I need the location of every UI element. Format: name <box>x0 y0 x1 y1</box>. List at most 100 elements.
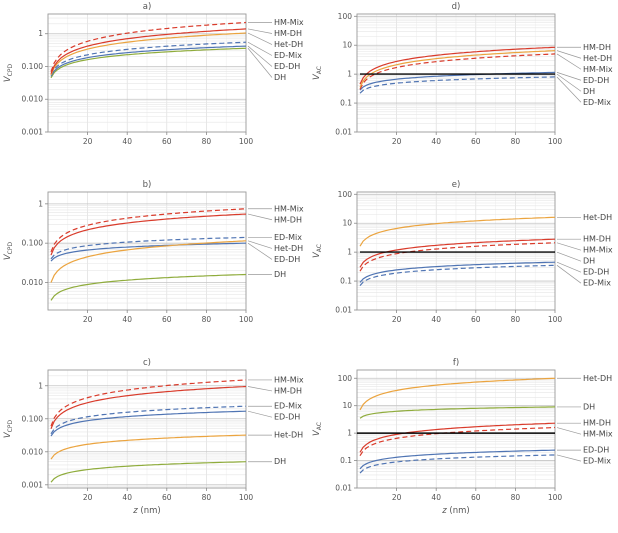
legend-leader <box>556 427 582 435</box>
legend: Het-DH DH HM-DH HM-Mix ED-DH ED-Mix <box>556 374 613 466</box>
curves <box>50 208 247 301</box>
legend-label-dh: DH <box>274 73 286 82</box>
curve-hm-dh <box>50 28 247 74</box>
legend-label-dh: DH <box>583 257 595 266</box>
legend-leader <box>247 213 273 221</box>
curve-hm-dh <box>359 238 556 268</box>
x-tick-label: 40 <box>431 137 441 146</box>
y-tick-label: 0.1 <box>340 456 352 465</box>
axes: 20 40 60 80 100 0.001 0.010 0.100 1 <box>22 29 254 146</box>
x-tick-label: 40 <box>431 493 441 502</box>
y-tick-label: 0.100 <box>22 62 44 71</box>
y-tick-label: 0.010 <box>22 278 44 287</box>
curve-ed-mix <box>359 264 556 286</box>
legend-label-ed-dh: ED-DH <box>583 446 609 455</box>
axes: 20 40 60 80 100 0.01 0.1 1 10 100 <box>335 12 562 146</box>
curves <box>359 46 556 94</box>
legend-label-dh: DH <box>583 87 595 96</box>
legend-label-hm-mix: HM-Mix <box>274 375 304 384</box>
y-tick-label: 0.1 <box>340 99 352 108</box>
plot-frame <box>47 191 247 311</box>
legend-label-ed-dh: ED-DH <box>583 76 609 85</box>
legend-label-hm-mix: HM-Mix <box>583 430 613 439</box>
curve-hm-dh <box>359 422 556 453</box>
y-axis-label: VAC <box>312 422 323 436</box>
panel-c: 20 40 60 80 100 0.001 0.010 0.100 1 c) VCPD z (nm) H… <box>3 358 304 516</box>
legend-label-ed-dh: ED-DH <box>274 413 300 422</box>
y-tick-label: 1 <box>38 199 43 208</box>
legend-label-ed-dh: ED-DH <box>274 62 300 71</box>
curve-ed-dh <box>359 261 556 283</box>
panel-title: a) <box>143 2 152 12</box>
panel-title: d) <box>452 2 461 12</box>
plot-frame <box>47 13 247 133</box>
x-axis-label: z (nm) <box>132 506 160 516</box>
legend-label-ed-mix: ED-Mix <box>274 402 302 411</box>
legend-label-ed-mix: ED-Mix <box>274 51 302 60</box>
curve-ed-mix <box>50 405 247 435</box>
legend-leader <box>556 265 582 284</box>
legend-leader <box>556 261 582 273</box>
y-axis-label: VCPD <box>3 419 14 438</box>
x-tick-label: 60 <box>471 493 481 502</box>
legend-label-het-dh: Het-DH <box>274 244 303 253</box>
legend-label-het-dh: Het-DH <box>583 213 612 222</box>
curve-hm-dh <box>50 213 247 256</box>
legend-leader <box>556 53 582 70</box>
y-tick-label: 10 <box>342 41 352 50</box>
y-axis-label: VCPD <box>3 63 14 82</box>
legend-label-hm-dh: HM-DH <box>583 43 611 52</box>
curve-hm-mix <box>50 21 247 72</box>
panel-e: 20 40 60 80 100 0.01 0.1 1 10 100 e) VAC Het-DH HM-DH… <box>312 180 613 324</box>
curve-hm-dh <box>50 385 247 429</box>
y-tick-label: 0.001 <box>22 128 44 137</box>
x-tick-label: 100 <box>239 493 254 502</box>
y-axis-label: VCPD <box>3 241 14 260</box>
x-tick-label: 100 <box>548 315 563 324</box>
legend-label-ed-dh: ED-DH <box>583 268 609 277</box>
legend-label-het-dh: Het-DH <box>583 54 612 63</box>
legend-label-hm-dh: HM-DH <box>583 235 611 244</box>
legend-label-ed-dh: ED-DH <box>274 255 300 264</box>
curve-het-dh <box>50 240 247 283</box>
curve-hm-mix <box>50 208 247 253</box>
curve-dh <box>50 273 247 301</box>
curve-dh <box>359 406 556 419</box>
x-tick-label: 100 <box>239 315 254 324</box>
panel-title: f) <box>453 358 459 368</box>
legend-leader <box>247 41 273 56</box>
x-tick-label: 80 <box>202 315 212 324</box>
x-tick-label: 40 <box>431 315 441 324</box>
curve-ed-dh <box>50 410 247 437</box>
legend-label-dh: DH <box>583 402 595 411</box>
y-tick-label: 1 <box>347 70 352 79</box>
x-tick-label: 80 <box>202 493 212 502</box>
legend: HM-Mix HM-DH ED-Mix Het-DH ED-DH DH <box>247 204 304 279</box>
legend-label-hm-dh: HM-DH <box>583 419 611 428</box>
legend-leader <box>556 251 582 262</box>
y-tick-label: 0.001 <box>22 480 44 489</box>
legend: HM-DH Het-DH HM-Mix ED-DH DH ED-Mix <box>556 43 613 107</box>
y-tick-label: 1 <box>38 29 43 38</box>
x-tick-label: 80 <box>511 493 521 502</box>
curve-ed-mix <box>50 41 247 76</box>
curve-het-dh <box>359 216 556 247</box>
curve-hm-mix <box>50 379 247 427</box>
grid <box>357 192 555 310</box>
curve-hm-mix <box>359 242 556 272</box>
y-tick-label: 1 <box>38 381 43 390</box>
x-tick-label: 60 <box>471 315 481 324</box>
curves <box>50 379 247 483</box>
x-tick-label: 100 <box>548 493 563 502</box>
legend-label-het-dh: Het-DH <box>274 40 303 49</box>
x-tick-label: 80 <box>511 137 521 146</box>
legend-label-het-dh: Het-DH <box>274 431 303 440</box>
x-tick-label: 60 <box>471 137 481 146</box>
x-tick-label: 60 <box>162 315 172 324</box>
legend-label-dh: DH <box>274 270 286 279</box>
x-tick-label: 40 <box>122 315 132 324</box>
grid <box>48 14 246 132</box>
legend-label-hm-mix: HM-Mix <box>274 204 304 213</box>
y-axis-label: VAC <box>312 244 323 258</box>
legend-leader <box>247 32 273 45</box>
